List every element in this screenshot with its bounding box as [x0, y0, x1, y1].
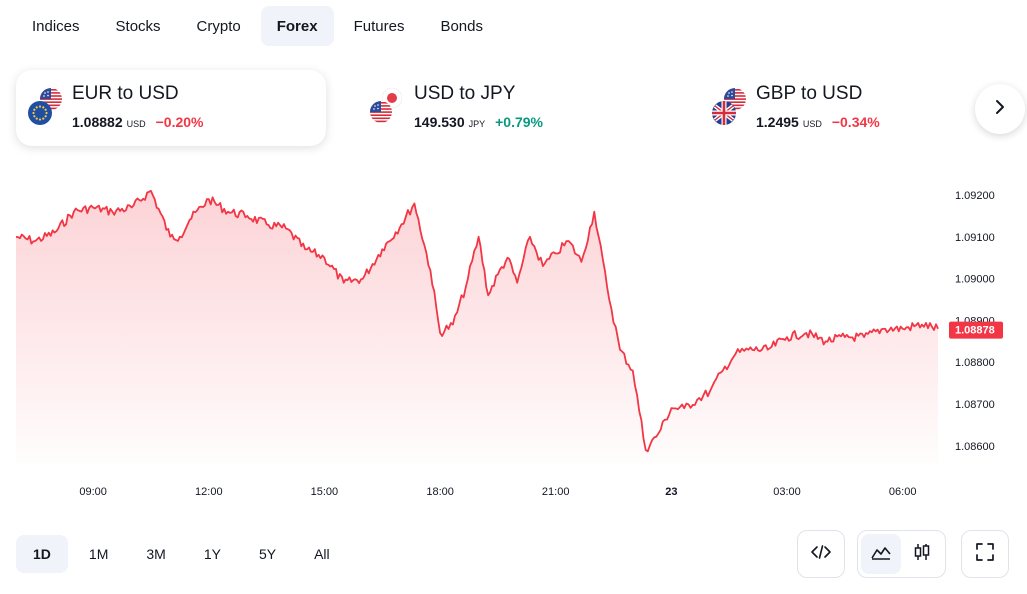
x-tick-label: 18:00	[426, 486, 454, 498]
area-chart-icon	[870, 543, 892, 566]
tab-bonds[interactable]: Bonds	[440, 17, 483, 35]
symbol-card-usd-to-jpy[interactable]: USD to JPY 149.530 JPY +0.79%	[358, 70, 668, 146]
currency-flags	[712, 88, 746, 126]
currency-code: JPY	[468, 119, 486, 129]
code-icon	[810, 543, 832, 566]
fullscreen-button[interactable]	[961, 530, 1009, 578]
symbol-card-gbp-to-usd[interactable]: GBP to USD 1.2495 USD −0.34%	[700, 70, 1010, 146]
range-1d[interactable]: 1D	[16, 535, 68, 573]
price-area-fill	[16, 190, 938, 466]
range-5y[interactable]: 5Y	[258, 546, 277, 562]
price-chart[interactable]: 1.092001.091001.090001.089001.088001.087…	[0, 160, 1027, 505]
y-tick-label: 1.09200	[955, 190, 995, 202]
price-change: −0.34%	[831, 114, 880, 130]
eu-flag-icon	[28, 101, 52, 130]
candlestick-button[interactable]	[903, 534, 943, 574]
symbol-price: 149.530	[414, 114, 465, 130]
symbol-price: 1.08882	[72, 114, 123, 130]
uk-flag-icon	[712, 101, 736, 130]
next-button[interactable]	[975, 84, 1025, 134]
tab-indices[interactable]: Indices	[32, 17, 80, 35]
tab-crypto[interactable]: Crypto	[196, 17, 241, 35]
x-tick-label: 06:00	[889, 486, 917, 498]
x-tick-label: 03:00	[773, 486, 801, 498]
us-flag-icon	[370, 101, 392, 128]
market-tabs: Indices Stocks Crypto Forex Futures Bonds	[16, 6, 499, 46]
candlestick-icon	[912, 542, 932, 567]
y-tick-label: 1.09100	[955, 232, 995, 244]
currency-flags	[370, 87, 404, 128]
symbol-card-eur-to-usd[interactable]: EUR to USD 1.08882 USD −0.20%	[16, 70, 326, 146]
currency-flags	[28, 88, 62, 126]
tab-stocks[interactable]: Stocks	[115, 17, 161, 35]
y-tick-label: 1.08600	[955, 441, 995, 453]
y-tick-label: 1.08700	[955, 399, 995, 411]
range-1y[interactable]: 1Y	[203, 546, 221, 562]
range-1m[interactable]: 1M	[88, 546, 109, 562]
tab-futures[interactable]: Futures	[353, 17, 405, 35]
price-line	[15, 189, 939, 453]
x-tick-label: 21:00	[542, 486, 570, 498]
symbol-name: EUR to USD	[72, 83, 179, 104]
price-change: −0.20%	[155, 114, 204, 130]
x-tick-label: 23	[665, 486, 677, 498]
range-3m[interactable]: 3M	[146, 546, 166, 562]
currency-code: USD	[126, 119, 146, 129]
x-tick-label: 12:00	[195, 486, 223, 498]
symbol-quote: 1.08882 USD −0.20%	[72, 114, 204, 130]
embed-button[interactable]	[797, 530, 845, 578]
symbol-quote: 1.2495 USD −0.34%	[756, 114, 880, 130]
us-flag-icon	[724, 88, 746, 115]
symbol-name: USD to JPY	[414, 83, 516, 104]
symbol-cards: EUR to USD 1.08882 USD −0.20% USD to JPY 149.…	[16, 70, 956, 146]
symbol-price: 1.2495	[756, 114, 799, 130]
fullscreen-icon	[974, 541, 996, 568]
area-chart-button[interactable]	[861, 534, 901, 574]
symbol-quote: 149.530 JPY +0.79%	[414, 114, 543, 130]
currency-code: USD	[802, 119, 822, 129]
chart-type-toggle	[857, 530, 946, 578]
x-tick-label: 09:00	[79, 486, 107, 498]
y-tick-label: 1.09000	[955, 274, 995, 286]
symbol-name: GBP to USD	[756, 83, 863, 104]
tab-forex[interactable]: Forex	[260, 6, 334, 46]
range-selector: 1D 1M 3M 1Y 5Y All	[16, 535, 347, 573]
last-price-label: 1.08878	[955, 325, 995, 337]
chevron-right-icon	[993, 99, 1007, 120]
price-change: +0.79%	[495, 114, 543, 130]
y-tick-label: 1.08800	[955, 357, 995, 369]
range-all[interactable]: All	[314, 546, 330, 562]
x-tick-label: 15:00	[311, 486, 339, 498]
last-price-badge	[949, 321, 1003, 339]
